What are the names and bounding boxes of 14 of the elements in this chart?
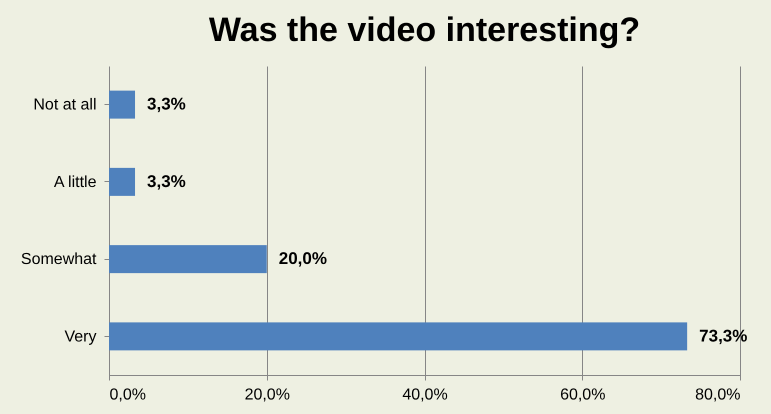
data-label: 73,3% (699, 326, 748, 346)
data-label: 3,3% (147, 94, 186, 114)
y-tick-label: Not at all (33, 96, 96, 114)
y-tick-label: Somewhat (20, 251, 98, 268)
x-tick-label: 60,0% (560, 386, 606, 404)
x-tick-label: 80,0% (695, 386, 740, 404)
x-tick-label: 40,0% (402, 386, 448, 404)
data-label: 20,0% (278, 249, 327, 268)
data-label: 3,3% (147, 172, 186, 191)
y-tick-label: A little (54, 174, 97, 191)
x-tick-label: 20,0% (244, 386, 290, 404)
chart-title: Was the video interesting? (208, 11, 640, 49)
y-tick-label: Very (64, 328, 96, 346)
x-tick-label: 0,0% (110, 386, 146, 404)
